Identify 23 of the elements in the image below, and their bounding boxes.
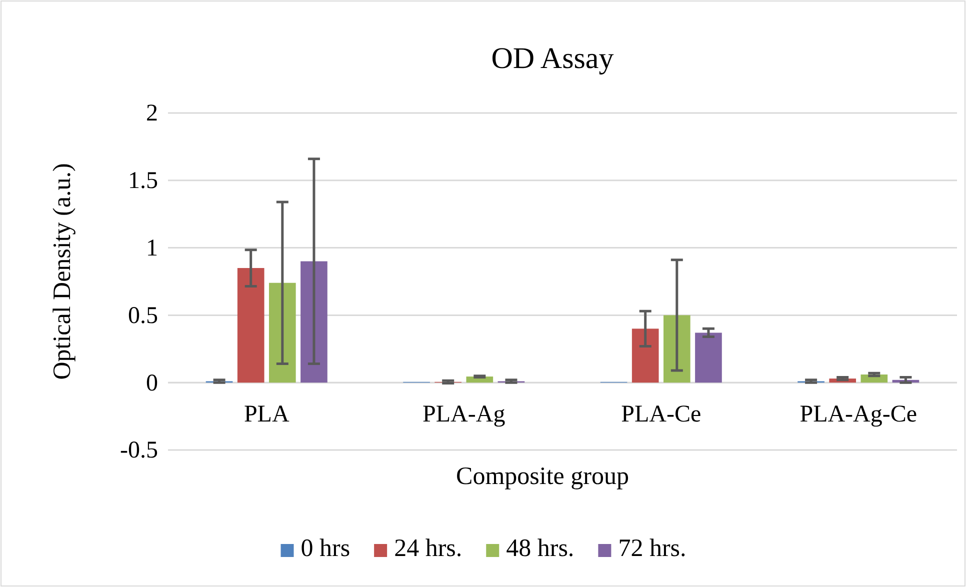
bar [695,332,722,383]
y-tick-label: 1 [146,235,158,262]
x-tick-label: PLA [244,402,290,428]
bar [237,268,264,383]
legend-label: 72 hrs. [618,535,686,562]
y-axis-title: Optical Density (a.u.) [49,163,76,380]
bar [268,282,296,383]
bar [632,328,659,383]
y-tick-label: 1.5 [128,168,158,194]
legend-label: 24 hrs. [394,535,462,562]
y-tick-label: 0 [146,370,158,396]
x-tick-label: PLA-Ce [621,402,702,428]
bar [663,315,690,383]
y-tick-label: -0.5 [120,438,158,464]
bar [300,261,328,383]
legend-label: 0 hrs [300,535,350,562]
x-tick-label: PLA-Ag [422,402,506,428]
x-axis-title: Composite group [456,463,629,490]
y-tick-label: 2 [146,100,158,127]
x-tick-label: PLA-Ag-Ce [800,402,918,428]
chart-title: OD Assay [491,42,614,75]
y-tick-label: 0.5 [128,302,158,329]
legend-label: 48 hrs. [506,535,574,562]
